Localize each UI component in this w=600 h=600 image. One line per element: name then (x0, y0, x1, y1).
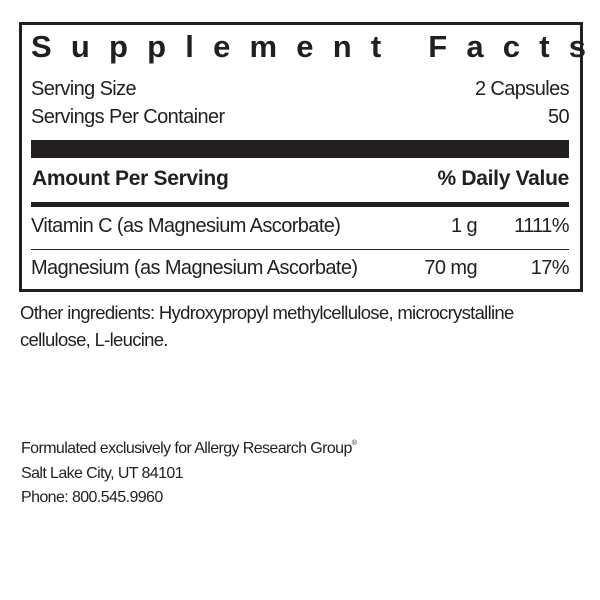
servings-per-container-label: Servings Per Container (31, 106, 225, 128)
nutrient-amount: 70 mg (424, 257, 477, 279)
nutrient-name: Magnesium (as Magnesium Ascorbate) (31, 257, 358, 279)
serving-size-value: 2 Capsules (474, 78, 570, 100)
thin-divider (31, 249, 569, 250)
address: Salt Lake City, UT 84101 (21, 465, 184, 482)
other-ingredients-line-2: cellulose, L-leucine. (20, 329, 168, 350)
nutrient-daily-value: 17% (530, 257, 570, 279)
thick-divider (31, 140, 569, 158)
nutrient-amount: 1 g (450, 215, 478, 237)
formulated-for: Formulated exclusively for Allergy Resea… (21, 440, 357, 458)
servings-per-container-value: 50 (547, 106, 570, 128)
formulated-text: Formulated exclusively for Allergy Resea… (21, 440, 352, 457)
registered-mark: ® (351, 440, 357, 447)
phone: Phone: 800.545.9960 (21, 489, 163, 506)
other-ingredients-line-1: Other ingredients: Hydroxypropyl methylc… (20, 302, 514, 323)
daily-value-header: % Daily Value (437, 167, 569, 190)
medium-divider (31, 202, 569, 207)
serving-size-label: Serving Size (31, 78, 137, 100)
supplement-facts-panel (19, 22, 583, 292)
amount-per-serving-header: Amount Per Serving (32, 167, 229, 190)
nutrient-name: Vitamin C (as Magnesium Ascorbate) (31, 215, 341, 237)
nutrient-daily-value: 1111% (514, 215, 569, 237)
panel-title: Supplement Facts (31, 29, 600, 64)
